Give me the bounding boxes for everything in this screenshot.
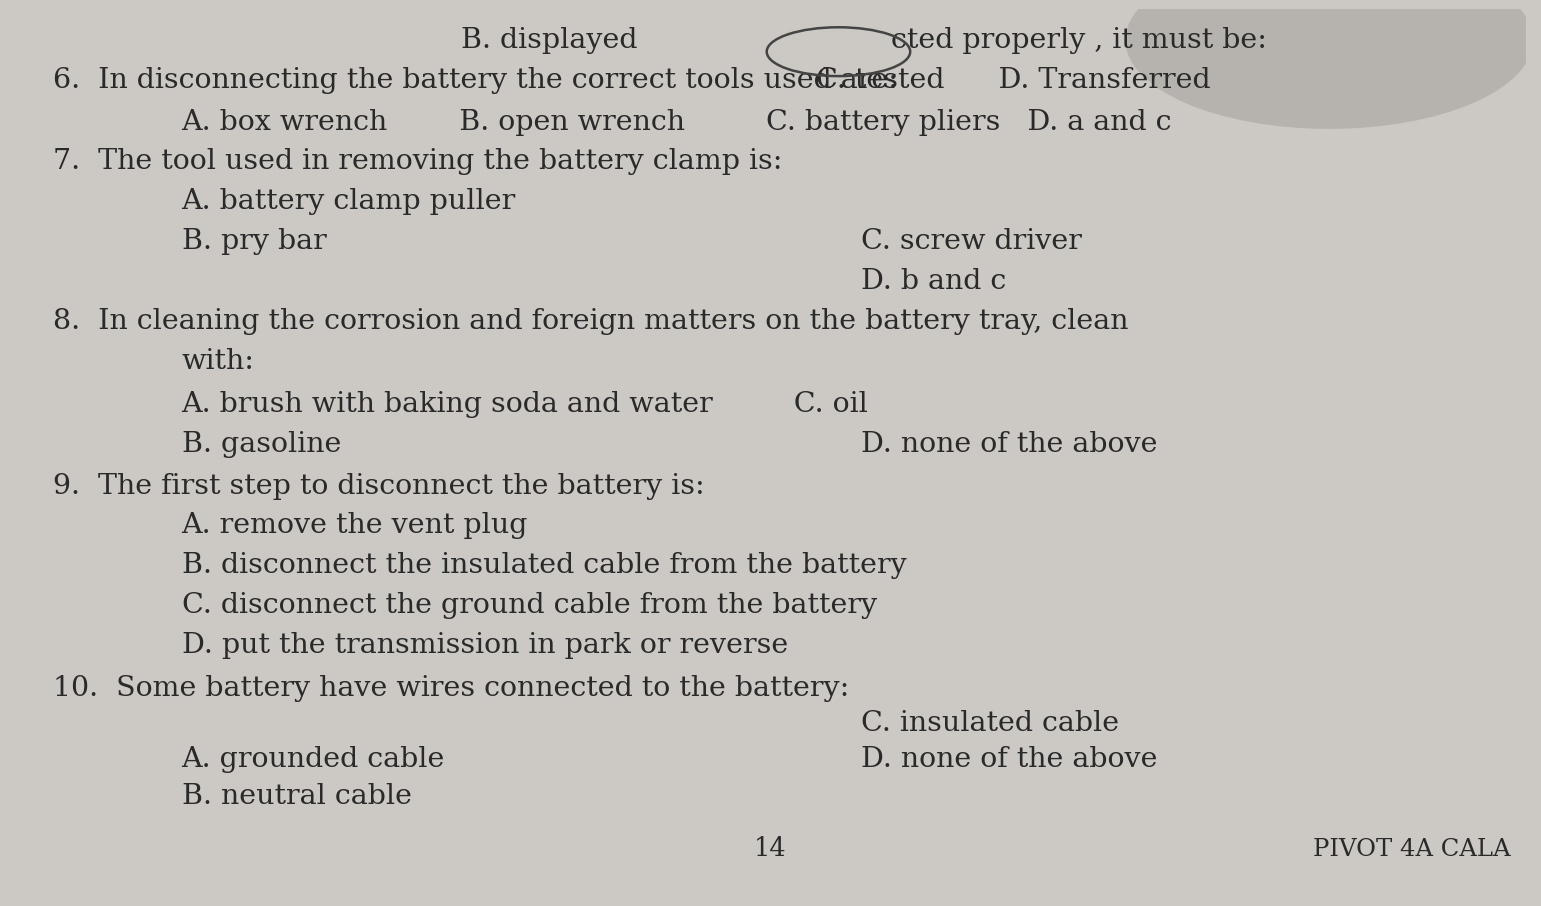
Text: C. insulated cable: C. insulated cable: [861, 710, 1119, 737]
Text: D. none of the above: D. none of the above: [861, 746, 1157, 773]
Text: 10.  Some battery have wires connected to the battery:: 10. Some battery have wires connected to…: [52, 675, 849, 702]
Text: cted properly , it must be:: cted properly , it must be:: [891, 27, 1267, 53]
Text: A. grounded cable: A. grounded cable: [182, 746, 445, 773]
Text: C. screw driver: C. screw driver: [861, 228, 1082, 255]
Text: A. box wrench        B. open wrench         C. battery pliers   D. a and c: A. box wrench B. open wrench C. battery …: [182, 109, 1173, 136]
Text: 8.  In cleaning the corrosion and foreign matters on the battery tray, clean: 8. In cleaning the corrosion and foreign…: [52, 308, 1128, 335]
Text: PIVOT 4A CALA: PIVOT 4A CALA: [1313, 838, 1510, 862]
Text: 7.  The tool used in removing the battery clamp is:: 7. The tool used in removing the battery…: [52, 149, 783, 176]
Text: B. pry bar: B. pry bar: [182, 228, 327, 255]
Text: with:: with:: [182, 348, 254, 375]
Text: 14: 14: [754, 836, 787, 862]
Text: A. battery clamp puller: A. battery clamp puller: [182, 188, 516, 216]
Text: D. put the transmission in park or reverse: D. put the transmission in park or rever…: [182, 632, 787, 660]
Text: 6.  In disconnecting the battery the correct tools used are:: 6. In disconnecting the battery the corr…: [52, 67, 898, 94]
Text: B. displayed: B. displayed: [461, 27, 638, 53]
Text: B. neutral cable: B. neutral cable: [182, 784, 411, 810]
Text: C. tested      D. Transferred: C. tested D. Transferred: [815, 67, 1210, 94]
Text: C. disconnect the ground cable from the battery: C. disconnect the ground cable from the …: [182, 593, 877, 620]
Text: B. disconnect the insulated cable from the battery: B. disconnect the insulated cable from t…: [182, 553, 906, 580]
Text: B. gasoline: B. gasoline: [182, 431, 341, 458]
Text: 9.  The first step to disconnect the battery is:: 9. The first step to disconnect the batt…: [52, 473, 704, 499]
Text: A. remove the vent plug: A. remove the vent plug: [182, 513, 529, 539]
Text: D. b and c: D. b and c: [861, 268, 1006, 295]
Text: A. brush with baking soda and water         C. oil: A. brush with baking soda and water C. o…: [182, 390, 869, 418]
Text: D. none of the above: D. none of the above: [861, 431, 1157, 458]
Ellipse shape: [1125, 0, 1533, 129]
